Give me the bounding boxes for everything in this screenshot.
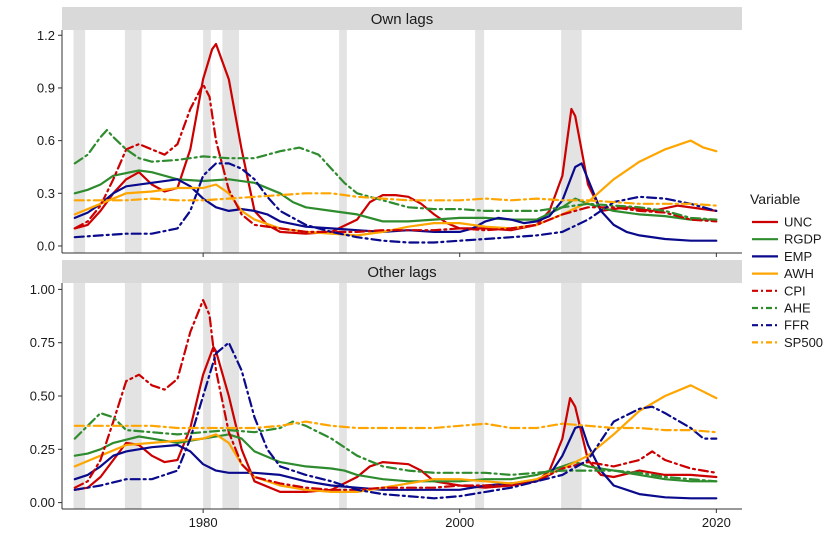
recession-band xyxy=(222,283,240,509)
y-tick-label: 0.0 xyxy=(37,238,55,253)
recession-bands xyxy=(73,283,582,509)
series-line-sp500 xyxy=(73,192,718,207)
y-tick-label: 0.6 xyxy=(37,133,55,148)
series-line-emp xyxy=(73,424,718,500)
x-tick-label: 1980 xyxy=(189,515,218,530)
series-line-rgdp xyxy=(73,433,718,483)
legend-label: RGDP xyxy=(784,232,822,247)
series-line-awh xyxy=(73,139,718,237)
y-axis: 0.00 0.25 0.50 0.75 1.00 xyxy=(30,282,63,510)
series-line-ahe xyxy=(73,129,718,221)
legend-label: AHE xyxy=(784,301,811,316)
series-line-cpi xyxy=(73,299,718,491)
recession-band xyxy=(561,283,582,509)
series-line-unc xyxy=(73,42,718,235)
panel-strip xyxy=(62,7,742,30)
legend-item-ahe: AHE xyxy=(752,301,811,316)
panel-title: Other lags xyxy=(367,264,436,281)
recession-band xyxy=(124,30,142,253)
x-tick-label: 2020 xyxy=(702,515,731,530)
legend-title: Variable xyxy=(750,191,801,207)
y-tick-label: 0.3 xyxy=(37,186,55,201)
legend-item-cpi: CPI xyxy=(752,283,806,298)
legend-label: SP500 xyxy=(784,335,823,350)
y-tick-label: 0.75 xyxy=(30,335,55,350)
recession-band xyxy=(73,283,86,509)
y-axis: 0.0 0.3 0.6 0.9 1.2 xyxy=(37,28,63,253)
recession-band xyxy=(124,283,142,509)
panel-own-lags: Own lags 0.0 0.3 0.6 0.9 1.2 xyxy=(37,7,742,257)
y-tick-label: 0.50 xyxy=(30,389,55,404)
recession-band xyxy=(222,30,240,253)
recession-band xyxy=(203,30,211,253)
legend-item-rgdp: RGDP xyxy=(752,232,822,247)
legend-label: UNC xyxy=(784,215,812,230)
legend-items: UNC RGDP EMP AWH CPI AHE FFR SP500 xyxy=(752,215,823,350)
series-line-ffr xyxy=(73,341,718,500)
legend-label: FFR xyxy=(784,318,809,333)
y-tick-label: 1.2 xyxy=(37,28,55,43)
recession-band xyxy=(475,30,485,253)
legend-item-sp500: SP500 xyxy=(752,335,823,350)
panel-strip xyxy=(62,260,742,283)
y-tick-label: 0.00 xyxy=(30,495,55,510)
legend-item-ffr: FFR xyxy=(752,318,809,333)
y-tick-label: 0.9 xyxy=(37,80,55,95)
legend-item-awh: AWH xyxy=(752,266,814,281)
series-lines xyxy=(73,299,718,500)
x-axis: 1980 2000 2020 xyxy=(62,508,742,530)
recession-band xyxy=(339,283,347,509)
panel-other-lags: Other lags 0.00 0.25 0.50 0.75 1.00 1980 2000… xyxy=(30,260,742,530)
series-line-cpi xyxy=(73,83,718,233)
series-lines xyxy=(73,42,718,244)
series-line-unc xyxy=(73,345,718,493)
legend-item-emp: EMP xyxy=(752,249,812,264)
panel-title: Own lags xyxy=(371,11,434,28)
x-axis xyxy=(62,252,742,257)
legend-label: CPI xyxy=(784,283,806,298)
recession-band xyxy=(203,283,211,509)
legend-label: AWH xyxy=(784,266,814,281)
series-line-ffr xyxy=(73,162,718,244)
legend-label: EMP xyxy=(784,249,812,264)
series-line-sp500 xyxy=(73,420,718,434)
legend: Variable UNC RGDP EMP AWH CPI AHE FFR SP500 xyxy=(750,191,823,350)
recession-band xyxy=(73,30,86,253)
recession-band xyxy=(561,30,582,253)
x-tick-label: 2000 xyxy=(445,515,474,530)
y-tick-label: 0.25 xyxy=(30,442,55,457)
recession-band xyxy=(475,283,485,509)
y-tick-label: 1.00 xyxy=(30,282,55,297)
series-line-ahe xyxy=(73,412,718,483)
legend-item-unc: UNC xyxy=(752,215,812,230)
recession-band xyxy=(339,30,347,253)
